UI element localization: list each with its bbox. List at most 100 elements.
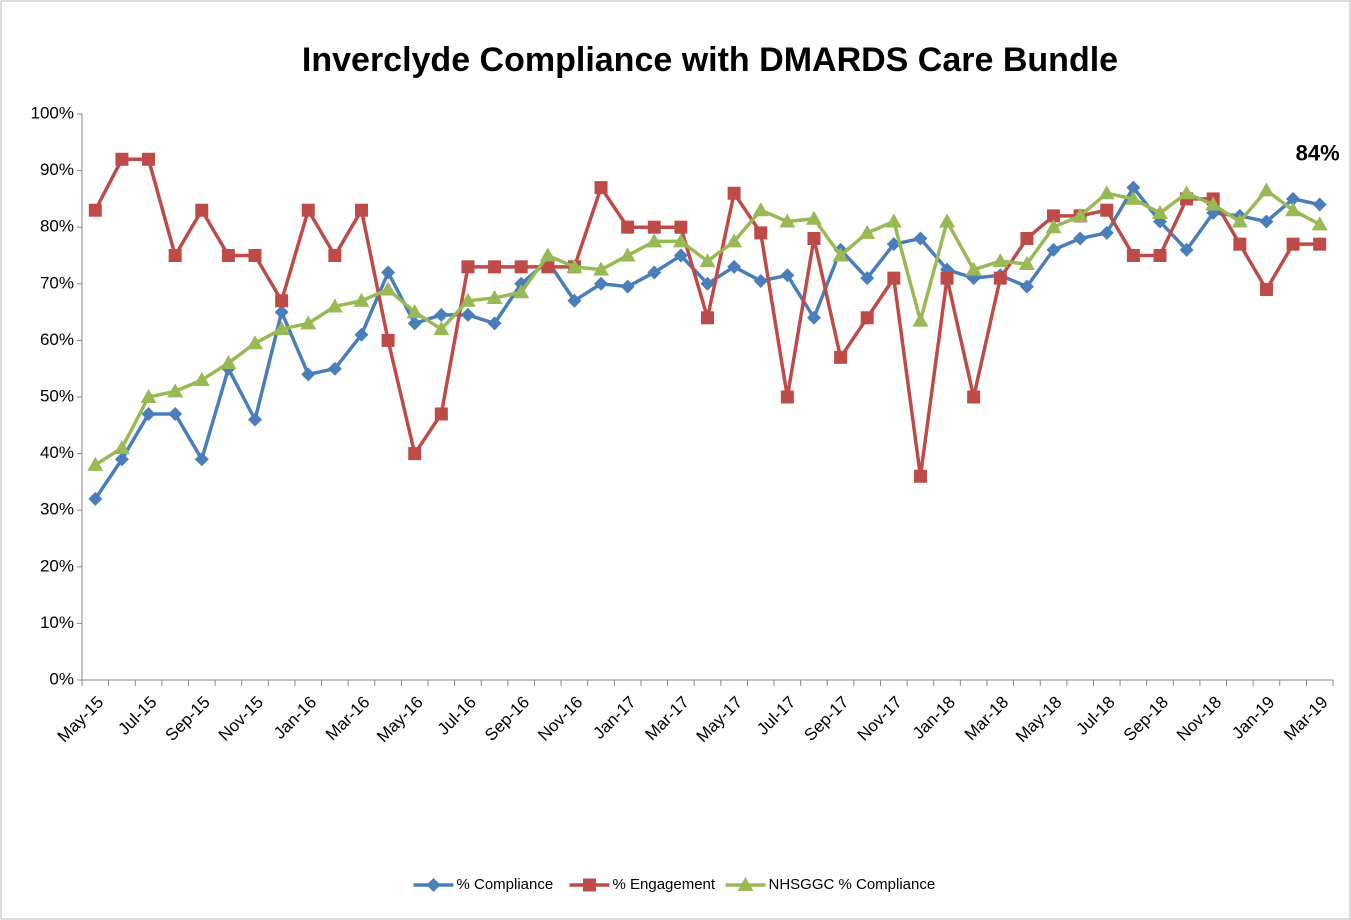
data-point xyxy=(1047,209,1061,223)
data-point xyxy=(1098,185,1115,200)
data-point xyxy=(807,232,821,246)
data-point xyxy=(406,304,423,319)
data-point xyxy=(700,276,715,291)
data-point xyxy=(594,276,609,291)
data-point xyxy=(1099,225,1114,240)
data-point xyxy=(619,247,636,262)
legend-label: % Compliance xyxy=(457,876,554,893)
data-point xyxy=(328,249,342,262)
data-point xyxy=(273,321,290,336)
y-tick-label: 10% xyxy=(40,613,74,632)
data-point xyxy=(646,233,663,248)
data-point xyxy=(426,878,441,892)
data-point xyxy=(539,247,556,262)
data-point xyxy=(1285,202,1302,217)
legend-label: NHSGGC % Compliance xyxy=(769,876,936,893)
data-point xyxy=(1018,255,1035,270)
data-point xyxy=(274,305,289,320)
data-point xyxy=(114,452,129,467)
data-point xyxy=(354,327,369,342)
data-point xyxy=(87,456,104,471)
data-point xyxy=(752,202,769,217)
data-point xyxy=(113,439,130,454)
data-point xyxy=(566,258,583,273)
data-point xyxy=(674,220,688,234)
data-point xyxy=(167,383,184,398)
data-point xyxy=(834,350,848,364)
data-point xyxy=(140,389,157,403)
data-point xyxy=(780,390,794,404)
data-point xyxy=(965,261,982,276)
data-point xyxy=(940,271,954,285)
data-point xyxy=(967,390,981,404)
y-tick-label: 0% xyxy=(49,669,74,688)
data-point xyxy=(737,877,754,891)
data-point xyxy=(887,271,901,285)
data-point xyxy=(1313,237,1327,251)
data-point xyxy=(1125,190,1142,205)
data-point xyxy=(88,491,103,506)
data-point xyxy=(1205,196,1222,211)
data-point xyxy=(142,152,156,166)
data-point xyxy=(1259,282,1273,296)
data-point xyxy=(780,268,795,283)
data-point xyxy=(832,247,849,262)
data-point xyxy=(859,224,876,239)
data-point xyxy=(1100,203,1114,217)
y-tick-label: 60% xyxy=(40,330,74,349)
data-point xyxy=(701,311,714,325)
data-point xyxy=(88,203,102,217)
data-point xyxy=(583,878,596,892)
data-point xyxy=(1286,191,1301,206)
chart-title: Inverclyde Compliance with DMARDS Care B… xyxy=(302,41,1118,79)
data-point xyxy=(1020,232,1034,246)
data-point xyxy=(567,293,582,308)
data-point xyxy=(1019,279,1034,294)
data-point xyxy=(647,265,662,280)
data-point xyxy=(753,273,768,288)
data-point xyxy=(220,355,237,370)
data-point xyxy=(1045,219,1062,234)
data-point xyxy=(1151,205,1168,220)
data-point xyxy=(860,271,875,286)
data-point xyxy=(1258,182,1275,197)
data-point xyxy=(407,316,422,331)
data-point xyxy=(434,407,448,421)
data-point xyxy=(594,181,608,195)
data-point xyxy=(913,469,927,483)
data-point xyxy=(726,233,743,248)
data-point xyxy=(1153,249,1167,262)
data-point xyxy=(1072,207,1089,222)
data-point xyxy=(993,271,1007,285)
data-point xyxy=(115,152,129,166)
data-label: 84% xyxy=(1296,140,1340,165)
data-point xyxy=(408,447,422,461)
data-point xyxy=(939,213,956,228)
data-point xyxy=(912,312,929,327)
data-point xyxy=(381,265,396,280)
data-point xyxy=(672,233,689,248)
y-tick-label: 40% xyxy=(40,443,74,462)
data-point xyxy=(380,281,397,296)
data-point xyxy=(1259,214,1274,229)
data-point xyxy=(1178,185,1195,200)
data-point xyxy=(354,203,368,217)
data-point xyxy=(779,213,796,228)
y-tick-label: 70% xyxy=(40,273,74,292)
data-point xyxy=(1179,242,1194,257)
data-point xyxy=(621,220,635,234)
y-tick-label: 30% xyxy=(40,500,74,519)
data-point xyxy=(513,284,530,299)
data-point xyxy=(673,248,688,263)
data-point xyxy=(1126,180,1141,195)
data-point xyxy=(514,260,528,274)
data-point xyxy=(620,279,635,294)
data-point xyxy=(541,260,555,274)
data-point xyxy=(326,298,343,313)
data-point xyxy=(1233,237,1247,251)
data-point xyxy=(486,289,503,304)
data-point xyxy=(460,307,475,322)
data-point xyxy=(168,406,183,421)
data-point xyxy=(1073,231,1088,246)
